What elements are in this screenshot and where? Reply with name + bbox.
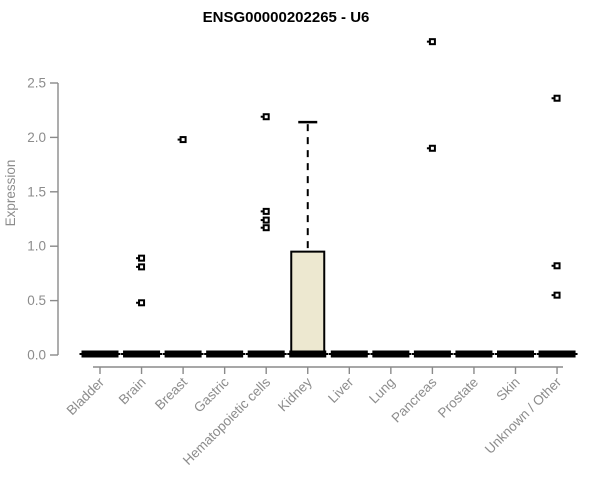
x-tick-label-pancreas: Pancreas	[389, 374, 440, 425]
y-tick-label: 1.0	[27, 239, 46, 254]
outlier-point-unknown-other	[553, 94, 561, 102]
x-tick-label-brain: Brain	[116, 375, 149, 408]
x-tick-label-kidney: Kidney	[275, 374, 315, 414]
x-tick-label-unknown-other: Unknown / Other	[482, 374, 565, 457]
outlier-point-brain	[138, 299, 146, 307]
y-tick-label: 2.5	[27, 76, 46, 91]
median-bar-liver	[330, 350, 368, 358]
y-tick-label: 1.5	[27, 184, 46, 199]
median-bar-bladder	[81, 350, 119, 358]
outlier-point-breast	[179, 136, 187, 144]
y-tick-label: 0.0	[27, 348, 46, 363]
median-bar-breast	[164, 350, 202, 358]
x-tick-label-liver: Liver	[325, 374, 357, 406]
y-tick-label: 2.0	[27, 130, 46, 145]
outlier-point-hematopoietic-cells	[262, 224, 270, 232]
median-bar-brain	[123, 350, 161, 358]
median-bar-lung	[372, 350, 410, 358]
x-tick-label-breast: Breast	[152, 374, 190, 412]
outlier-point-hematopoietic-cells	[262, 113, 270, 121]
outlier-point-pancreas	[428, 144, 436, 152]
outlier-point-brain	[138, 254, 146, 262]
outlier-point-hematopoietic-cells	[262, 216, 270, 224]
median-bar-hematopoietic-cells	[247, 350, 285, 358]
x-tick-label-bladder: Bladder	[64, 374, 108, 418]
outlier-point-unknown-other	[553, 262, 561, 270]
outlier-point-unknown-other	[553, 291, 561, 299]
x-tick-label-lung: Lung	[366, 375, 398, 407]
median-bar-prostate	[455, 350, 493, 358]
box-kidney	[290, 250, 326, 355]
median-bar-pancreas	[413, 350, 451, 358]
outlier-point-pancreas	[428, 38, 436, 46]
outlier-point-brain	[138, 263, 146, 271]
y-axis-title: Expression	[3, 160, 18, 227]
median-bar-gastric	[206, 350, 244, 358]
chart-title: ENSG00000202265 - U6	[202, 9, 370, 26]
y-tick-label: 0.5	[27, 293, 46, 308]
outlier-point-hematopoietic-cells	[262, 207, 270, 215]
median-bar-kidney	[289, 350, 327, 358]
x-tick-label-gastric: Gastric	[191, 374, 232, 415]
x-tick-label-prostate: Prostate	[435, 375, 481, 421]
median-bar-unknown-other	[538, 350, 576, 358]
median-bar-skin	[497, 350, 534, 358]
x-tick-label-skin: Skin	[493, 375, 522, 404]
